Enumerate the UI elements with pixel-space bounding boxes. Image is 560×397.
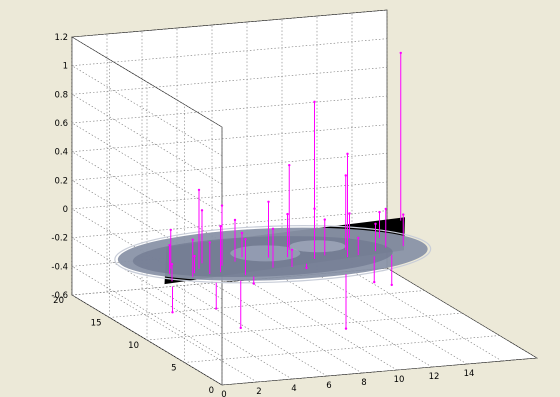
stem-marker (402, 213, 405, 216)
stem-marker (374, 222, 377, 226)
grid-line-z (71, 67, 388, 185)
stem-marker (271, 227, 275, 231)
stem-marker (357, 236, 360, 240)
z-tick-label: 0.2 (54, 176, 68, 186)
scan-outline (114, 225, 432, 284)
tick-labels: -0.6 -0.4 -0.2 0 0.2 0.4 0.6 0.8 1 1.2 0 5 10 15 20 0 2 4… (51, 33, 474, 397)
grid-line-z (71, 181, 388, 300)
grid-line-y (146, 82, 463, 341)
x-tick-label: 0 (221, 390, 226, 397)
grid-line-x (71, 37, 223, 386)
x-tick-label: 14 (464, 369, 475, 379)
x-tick-label: 4 (291, 384, 296, 394)
stem-marker (286, 212, 289, 216)
ct-scan-surface (114, 217, 432, 285)
stem-marker (219, 225, 222, 228)
stem-marker (344, 327, 348, 330)
y-tick-label: 0 (209, 386, 214, 396)
stem-marker (168, 244, 171, 247)
z-tick-label: 0.4 (54, 148, 68, 158)
stem-marker (239, 326, 242, 330)
stem-marker (233, 218, 237, 222)
y-tick-label: 20 (53, 296, 64, 306)
grid-line-z (71, 9, 388, 128)
z-tick-label: -0.6 (51, 291, 68, 301)
stem-marker (378, 210, 381, 214)
stem-marker (267, 200, 270, 203)
grid-line-z (71, 38, 388, 156)
z-tick-label: 0 (63, 205, 68, 215)
x-tick-label: 2 (256, 387, 261, 397)
x-tick-label: 12 (429, 372, 440, 382)
grid-line-z (71, 153, 388, 271)
z-tick-label: 1.2 (54, 33, 68, 43)
z-tick-label: -0.4 (51, 262, 68, 272)
stem-marker (288, 163, 291, 167)
z-tick-label: 0.6 (54, 119, 68, 129)
stem-marker (170, 262, 174, 266)
stem-marker (240, 231, 244, 235)
scan-organ (289, 240, 346, 253)
stem-marker (200, 209, 204, 212)
stem-marker (215, 307, 218, 310)
grid-lines (71, 9, 538, 386)
stem-marker (384, 207, 387, 211)
grid-line-y (184, 104, 500, 363)
y-tick-label: 10 (128, 341, 139, 351)
stem-marker (169, 228, 172, 232)
stem-marker (346, 152, 349, 156)
stem-marker (220, 204, 224, 207)
stem-marker (399, 51, 402, 55)
y-tick-label: 5 (171, 364, 176, 374)
stem-marker (208, 241, 211, 244)
grid-line-y (109, 59, 425, 318)
z-tick-label: 0.8 (54, 90, 68, 100)
stem-series (168, 51, 405, 330)
stem-marker (191, 238, 194, 241)
stem-marker (252, 282, 255, 285)
stem-marker (323, 218, 326, 221)
grid-line-z (71, 95, 388, 214)
stem-marker (348, 212, 351, 215)
stem-marker (373, 280, 376, 284)
y-tick-label: 15 (91, 319, 102, 329)
z-tick-label: 1 (63, 62, 68, 72)
stem-marker (197, 188, 201, 192)
stem-marker (344, 174, 347, 177)
stem-marker (305, 266, 308, 270)
stem-marker (390, 283, 393, 287)
stem-marker (171, 311, 174, 314)
stem-marker (313, 100, 316, 104)
stem-marker (244, 238, 247, 241)
x-tick-label: 6 (326, 381, 331, 391)
stem-marker (193, 254, 196, 258)
x-tick-label: 8 (361, 378, 366, 388)
grid-line-z (71, 124, 388, 242)
x-tick-label: 10 (394, 375, 405, 385)
scan-organ (230, 245, 301, 262)
grid-line-z (71, 210, 388, 328)
stem-marker (290, 248, 294, 251)
z-tick-label: -0.2 (51, 234, 68, 244)
